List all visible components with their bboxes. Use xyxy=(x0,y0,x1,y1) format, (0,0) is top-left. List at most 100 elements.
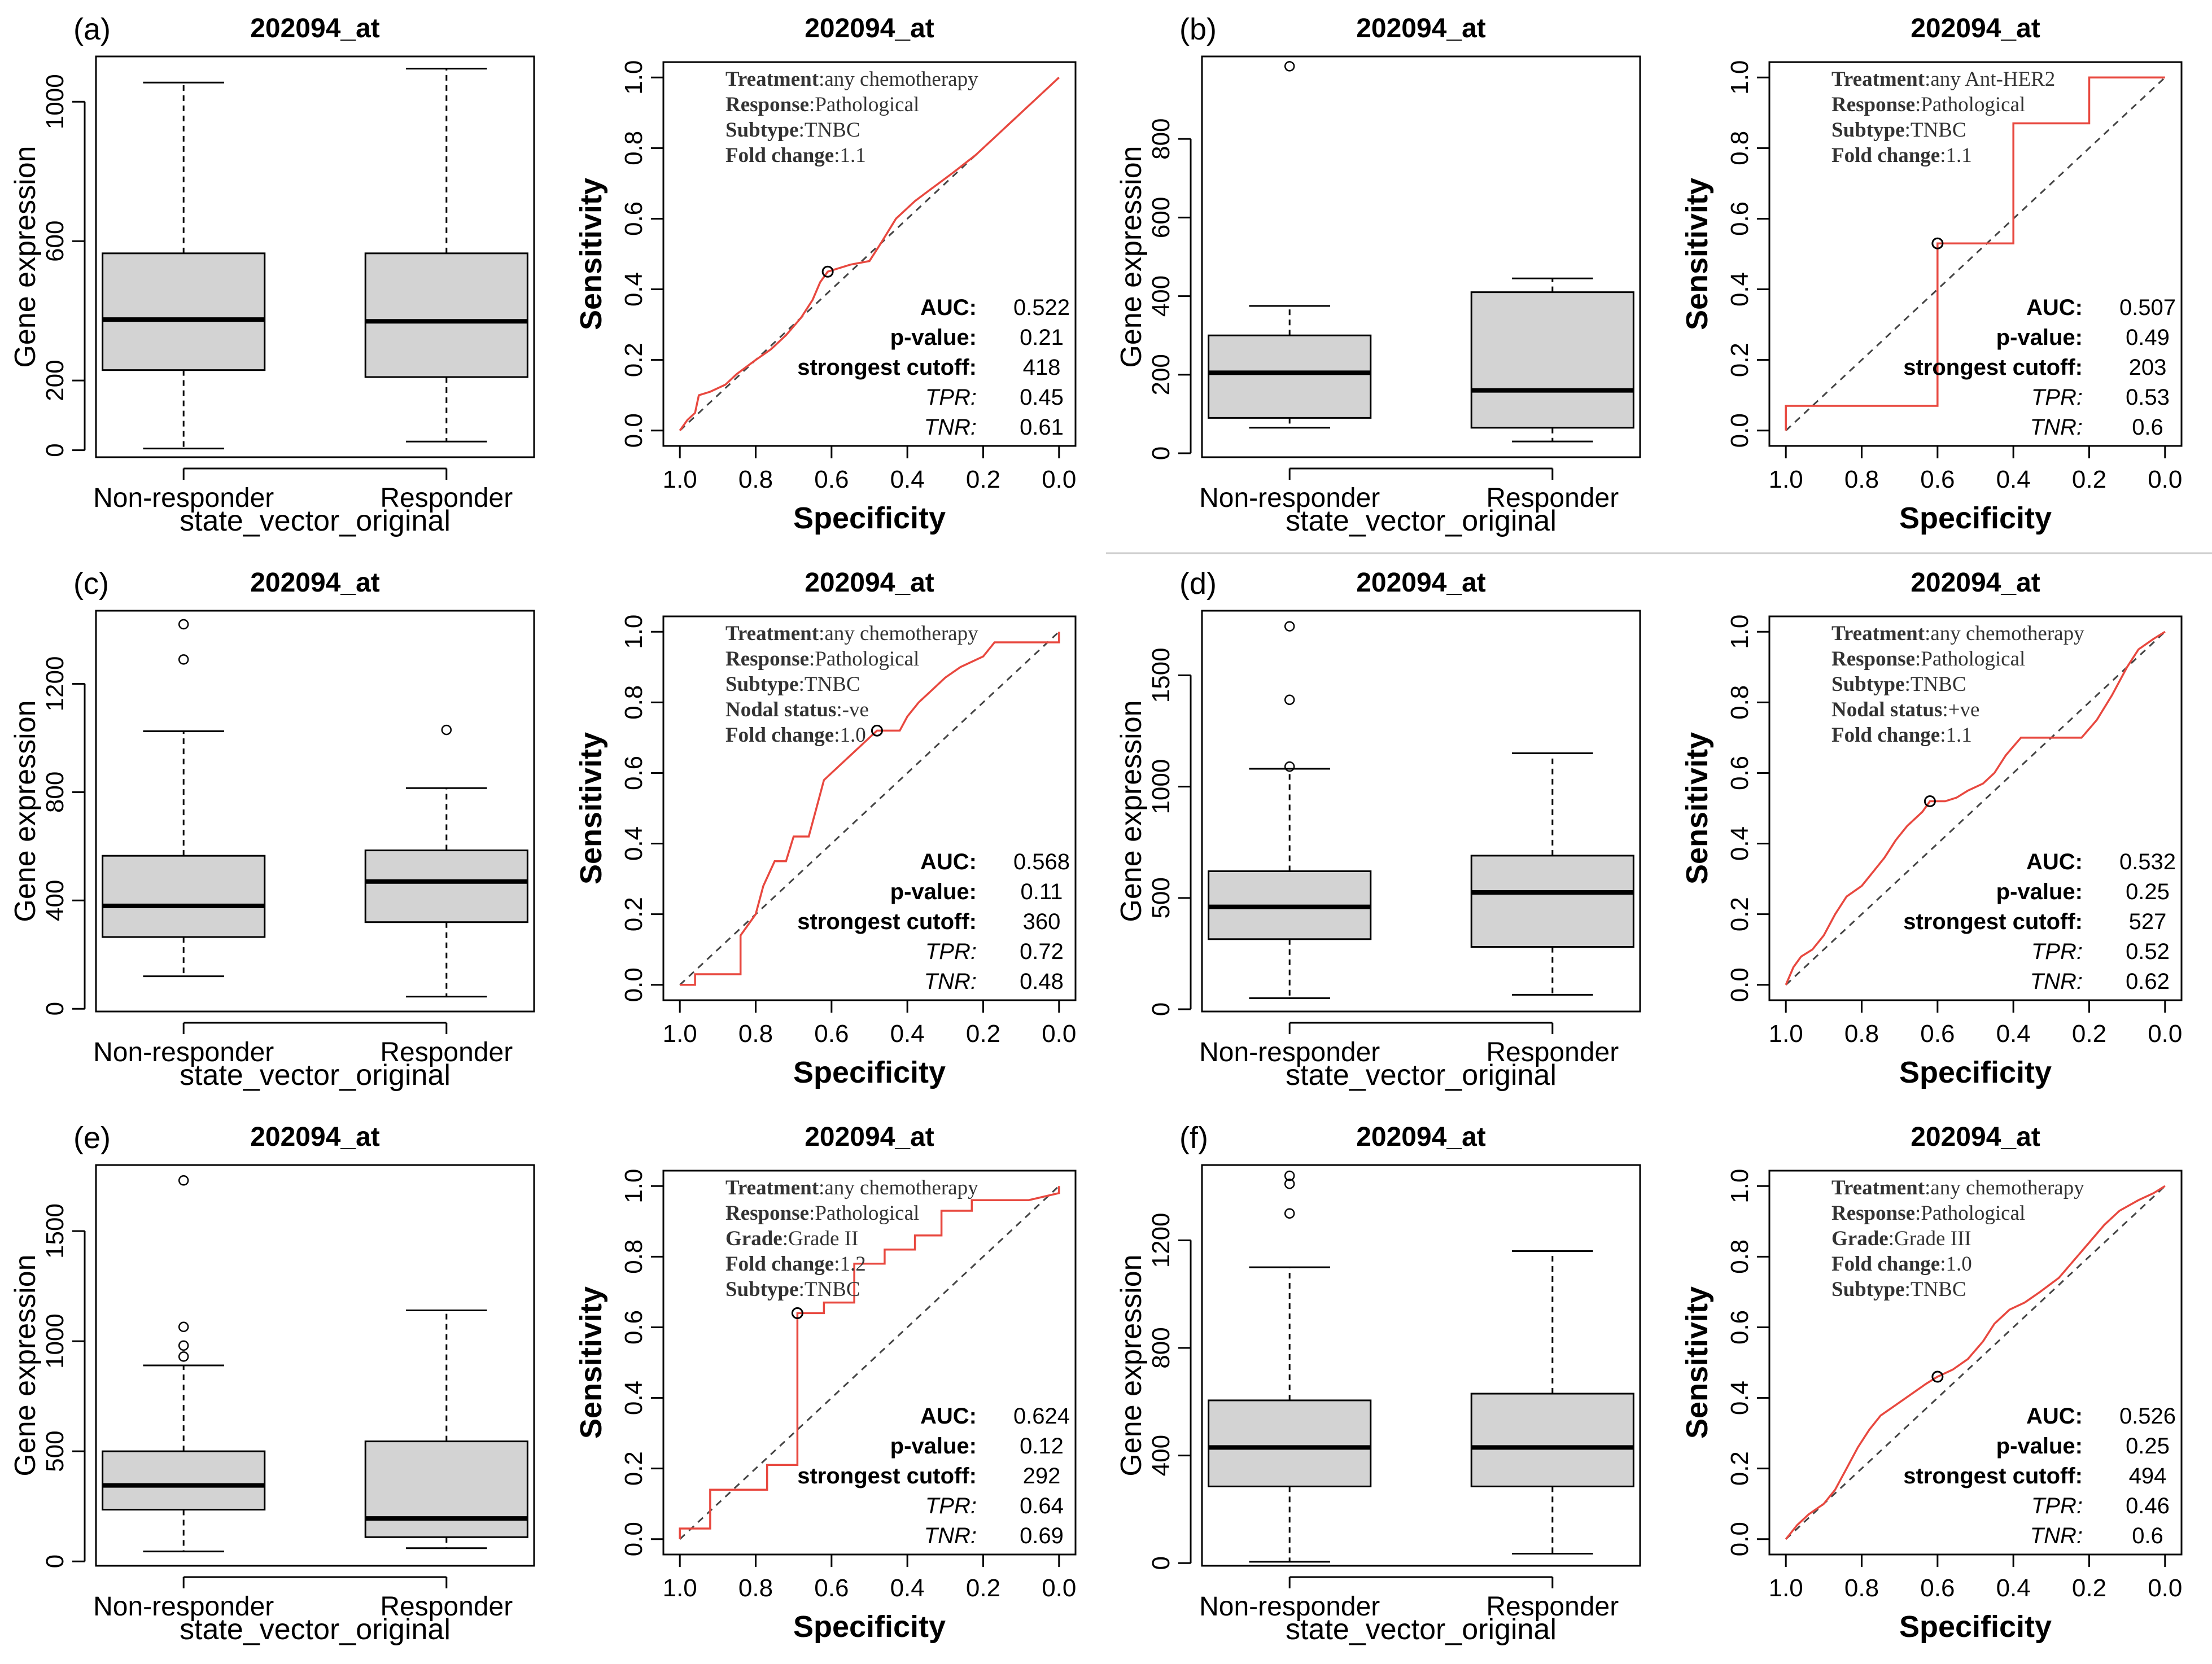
panel-label: (b) xyxy=(1179,12,1217,46)
iqr-box xyxy=(102,855,266,938)
roc-title: 202094_at xyxy=(1911,14,2040,43)
boxplot-y-tick-label: 0 xyxy=(41,1554,69,1568)
annotation-value: any chemotherapy xyxy=(824,68,978,91)
roc-x-axis-label: Specificity xyxy=(793,501,946,535)
roc-y-tick-label: 1.0 xyxy=(1726,1169,1754,1203)
annotation-separator: : xyxy=(1905,673,1911,696)
roc-frame xyxy=(662,61,1077,447)
annotation-separator: : xyxy=(834,1253,840,1276)
annotation-line: Response:Pathological xyxy=(725,647,919,671)
stat-key: strongest cutoff: xyxy=(1903,1464,2083,1488)
roc-curve xyxy=(679,76,1060,431)
annotation-separator: : xyxy=(834,724,840,747)
boxplot-category-label: Non-responder xyxy=(1199,483,1380,513)
boxplot-x-axis-label: state_vector_original xyxy=(180,1613,451,1646)
roc-y-axis-label: Sensitivity xyxy=(574,1286,608,1439)
annotation-line: Fold change:1.1 xyxy=(1831,144,1972,167)
annotation-separator: : xyxy=(1940,144,1946,167)
roc-y-tick-label: 0.0 xyxy=(1726,967,1754,1002)
stat-value: 527 xyxy=(2129,909,2167,934)
annotation-key: Treatment xyxy=(725,68,819,91)
annotation-value: Pathological xyxy=(1921,647,2025,671)
stat-key: strongest cutoff: xyxy=(797,909,977,934)
roc-x-tick-label: 0.6 xyxy=(1920,1020,1955,1048)
annotation-key: Fold change xyxy=(1831,1253,1940,1276)
annotation-key: Response xyxy=(725,647,809,671)
stat-key: TNR: xyxy=(2030,969,2083,994)
box-responder xyxy=(1470,1250,1634,1555)
boxplot-y-tick-label: 800 xyxy=(41,772,69,813)
roc-stats: AUC: 0.507 p-value: 0.49 strongest cutoff: 20… xyxy=(1903,295,2176,440)
annotation-value: any Ant-HER2 xyxy=(1930,68,2055,91)
annotation-separator: : xyxy=(1915,647,1921,671)
roc-y-tick-label: 0.0 xyxy=(620,967,648,1002)
roc-y-tick-label: 0.4 xyxy=(620,272,648,306)
boxplot-y-tick-label: 0 xyxy=(1147,1002,1175,1016)
roc-x-tick-label: 0.2 xyxy=(966,1020,1000,1048)
stat-key: AUC: xyxy=(920,849,977,874)
boxplot-y-tick-label: 1200 xyxy=(41,656,69,712)
boxplot-2: 202094_at Gene expression state_vector_ori… xyxy=(9,568,535,1092)
roc-x-tick-label: 0.8 xyxy=(1844,1574,1879,1602)
annotation-line: Nodal status:+ve xyxy=(1831,698,1979,721)
annotation-line: Treatment:any chemotherapy xyxy=(1831,1176,2084,1199)
annotation-line: Treatment:any Ant-HER2 xyxy=(1831,68,2055,91)
iqr-box xyxy=(102,1450,266,1511)
annotation-separator: : xyxy=(819,1176,824,1199)
roc-x-tick-label: 0.4 xyxy=(890,466,925,493)
strongest-cutoff-point xyxy=(1924,795,1936,807)
annotation-separator: : xyxy=(1915,1202,1921,1225)
boxplot-3: 202094_at Gene expression state_vector_ori… xyxy=(1115,568,1641,1092)
roc-frame xyxy=(662,1170,1077,1556)
panel-label: (d) xyxy=(1179,567,1217,601)
roc-x-tick-label: 0.8 xyxy=(738,466,773,493)
annotation-value: Grade II xyxy=(788,1227,858,1250)
boxplot-category-label: Non-responder xyxy=(1199,1592,1380,1622)
boxplot-x-axis-label: state_vector_original xyxy=(1286,505,1557,537)
roc-y-tick-label: 0.4 xyxy=(620,826,648,861)
boxplot-y-tick-label: 200 xyxy=(41,360,69,401)
roc-title: 202094_at xyxy=(805,14,934,43)
box-responder xyxy=(1470,277,1634,443)
boxplot-frame xyxy=(95,610,535,1013)
roc-2: 202094_at Sensitivity Specificity 0.0 0.2 0.4… xyxy=(574,568,1077,1089)
annotation-key: Treatment xyxy=(725,622,819,645)
outlier-point xyxy=(1284,61,1295,72)
roc-y-tick-label: 0.4 xyxy=(1726,272,1754,306)
boxplot-category-label: Responder xyxy=(380,483,513,513)
stat-key: AUC: xyxy=(920,1404,977,1429)
boxplot-y-tick-label: 1000 xyxy=(41,74,69,129)
roc-x-tick-label: 0.0 xyxy=(2148,466,2182,493)
boxplot-y-tick-label: 1500 xyxy=(41,1203,69,1259)
boxplot-x-axis-label: state_vector_original xyxy=(1286,1613,1557,1646)
roc-curve xyxy=(680,632,1060,986)
roc-annotation: Treatment:any Ant-HER2Response:Pathologi… xyxy=(1831,68,2055,167)
stat-value: 360 xyxy=(1023,909,1061,934)
annotation-line: Subtype:TNBC xyxy=(725,673,860,696)
roc-curve xyxy=(1785,76,2165,431)
boxplot-x-axis-label: state_vector_original xyxy=(180,505,451,537)
annotation-line: Subtype:TNBC xyxy=(725,119,860,142)
boxplot-y-tick-label: 800 xyxy=(1147,1327,1175,1368)
annotation-separator: : xyxy=(834,144,840,167)
annotation-line: Response:Pathological xyxy=(1831,647,2025,671)
annotation-line: Grade:Grade II xyxy=(725,1227,858,1250)
roc-y-tick-label: 0.2 xyxy=(620,897,648,931)
roc-x-tick-label: 0.2 xyxy=(2072,466,2106,493)
outlier-point xyxy=(178,1351,189,1362)
roc-x-tick-label: 1.0 xyxy=(663,1020,697,1048)
boxplot-y-tick-label: 0 xyxy=(1147,446,1175,460)
boxplot-y-tick-label: 0 xyxy=(41,1002,69,1015)
stat-value: 0.61 xyxy=(1020,415,1064,440)
panel-label: (f) xyxy=(1179,1121,1208,1155)
annotation-value: any chemotherapy xyxy=(824,1176,978,1199)
roc-x-tick-label: 0.0 xyxy=(1042,1574,1076,1602)
roc-y-tick-label: 0.8 xyxy=(1726,1240,1754,1274)
roc-x-tick-label: 0.4 xyxy=(1996,466,2031,493)
annotation-separator: : xyxy=(799,119,805,142)
stat-value: 203 xyxy=(2129,355,2167,380)
annotation-key: Treatment xyxy=(1831,68,1925,91)
roc-x-tick-label: 1.0 xyxy=(663,466,697,493)
boxplot-y-tick-label: 0 xyxy=(41,443,69,457)
roc-x-axis-label: Specificity xyxy=(1899,1610,2052,1644)
